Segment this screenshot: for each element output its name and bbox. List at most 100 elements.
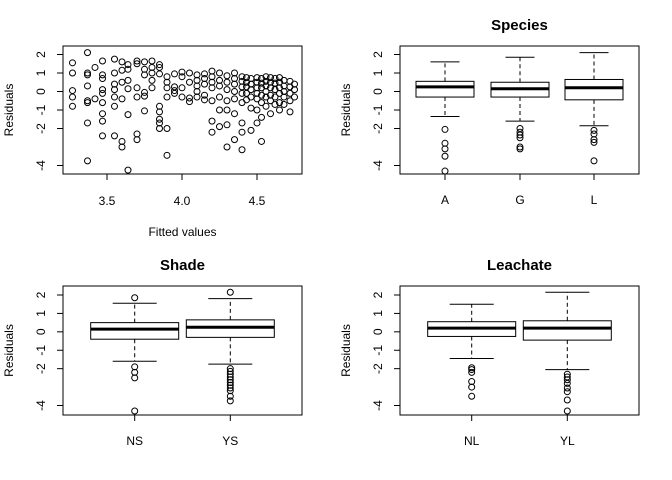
data-point — [84, 82, 91, 90]
data-point — [238, 73, 246, 81]
data-point — [291, 86, 298, 94]
data-point — [238, 146, 246, 154]
data-point — [238, 128, 246, 136]
data-point — [216, 69, 223, 77]
data-point — [163, 93, 171, 101]
data-point — [99, 75, 106, 83]
data-point — [99, 117, 106, 125]
data-point — [84, 71, 91, 79]
data-point — [84, 119, 91, 127]
outlier-point — [441, 152, 449, 160]
data-point — [99, 57, 106, 65]
data-point — [262, 77, 270, 85]
data-point — [148, 69, 156, 77]
y-tick-label: 0 — [34, 328, 48, 335]
data-point — [163, 125, 171, 132]
data-point — [258, 99, 265, 107]
data-point — [271, 75, 279, 83]
x-tick-label: YS — [222, 434, 238, 448]
data-point — [124, 85, 132, 93]
outlier-point — [226, 397, 234, 405]
data-point — [267, 97, 274, 105]
data-point — [262, 93, 270, 101]
data-point — [84, 99, 91, 107]
data-point — [99, 71, 106, 79]
outlier-point — [590, 136, 598, 144]
data-point — [271, 100, 279, 108]
y-tick-label: -1 — [34, 345, 48, 356]
data-point — [99, 86, 106, 94]
data-point — [238, 99, 246, 107]
data-point — [262, 73, 270, 81]
data-point — [231, 88, 238, 95]
panel-2: -4 -2 -1 0 1 2 Residuals Species A G L — [339, 17, 640, 207]
data-point — [124, 61, 132, 69]
data-point — [124, 111, 132, 119]
y-tick-label: 1 — [34, 69, 48, 76]
x-tick-label: L — [591, 193, 598, 207]
data-point — [84, 97, 91, 105]
data-point — [258, 137, 265, 145]
outlier-point — [590, 138, 598, 146]
data-point — [253, 106, 261, 114]
data-point — [111, 132, 118, 140]
data-point — [124, 76, 132, 84]
outlier-point — [563, 379, 571, 387]
data-point — [156, 61, 163, 69]
outlier-point — [468, 392, 476, 400]
outlier-point — [131, 374, 139, 382]
outlier-point — [441, 145, 449, 153]
data-point — [267, 74, 274, 82]
plot-frame — [62, 285, 303, 416]
data-point — [186, 94, 193, 102]
plot-frame — [399, 285, 640, 416]
outlier-point — [226, 384, 234, 392]
outlier-point — [468, 364, 476, 372]
data-point — [231, 136, 238, 144]
data-point — [267, 110, 274, 118]
data-point — [69, 87, 76, 95]
data-point — [99, 89, 106, 97]
data-point — [91, 63, 99, 71]
data-point — [267, 84, 274, 92]
data-point — [193, 93, 201, 101]
data-point — [231, 95, 238, 103]
outlier-point — [563, 407, 571, 415]
data-point — [133, 60, 141, 68]
data-point — [84, 69, 91, 77]
data-point — [223, 106, 231, 114]
data-point — [171, 70, 178, 78]
data-point — [276, 99, 283, 107]
outlier-point — [563, 384, 571, 392]
y-tick-label: 2 — [34, 291, 48, 298]
panel-title: Leachate — [487, 257, 552, 274]
panel-3: -4 -2 -1 0 1 2 Residuals Shade NS YS — [2, 257, 303, 448]
y-tick-label: 1 — [371, 310, 385, 317]
x-tick-label: NL — [464, 434, 480, 448]
data-point — [247, 126, 255, 134]
data-point — [258, 91, 265, 99]
data-point — [201, 70, 208, 78]
outlier-point — [590, 157, 598, 165]
panel-title: Shade — [160, 257, 205, 274]
data-point — [111, 93, 118, 101]
x-tick-label: A — [441, 193, 449, 207]
outlier-point — [226, 392, 234, 400]
data-point — [133, 136, 141, 144]
data-point — [243, 78, 250, 86]
data-point — [186, 78, 193, 86]
data-point — [186, 69, 193, 77]
data-point — [156, 108, 163, 116]
box-NS — [90, 294, 180, 415]
x-tick-label: G — [515, 193, 524, 207]
data-point — [99, 99, 106, 107]
data-point — [133, 93, 141, 101]
data-point — [171, 89, 178, 97]
outlier-point — [563, 388, 571, 396]
data-point — [141, 107, 148, 115]
outlier-point — [468, 383, 476, 391]
data-point — [231, 80, 238, 88]
panel-4: -4 -2 -1 0 1 2 Residuals Leachate NL YL — [339, 257, 640, 448]
data-point — [148, 84, 156, 92]
data-point — [141, 58, 148, 66]
